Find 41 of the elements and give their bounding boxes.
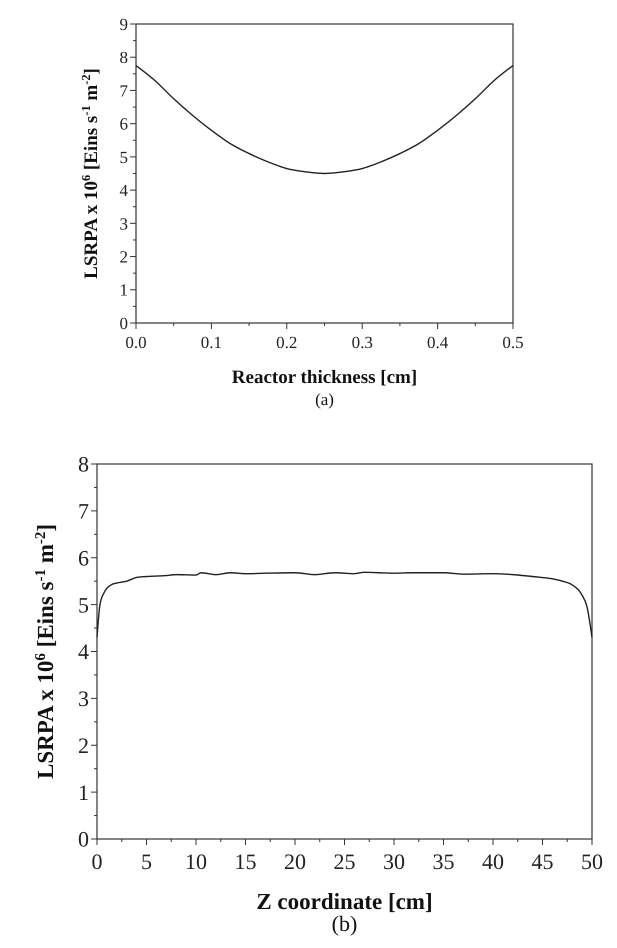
x-tick-label: 35 [432,849,454,874]
x-tick-label: 30 [383,849,405,874]
line-series [96,572,593,638]
y-tick-label: 1 [78,780,89,805]
line-series [135,64,514,174]
x-axis-title: Z coordinate [cm] [256,889,433,914]
x-tick-label: 15 [234,849,256,874]
x-tick-label: 0.0 [125,333,147,352]
y-tick-label: 2 [78,732,89,758]
x-tick-label: 25 [334,849,356,874]
y-tick-label: 7 [120,81,128,100]
y-tick-label: 5 [78,592,89,618]
y-tick-label: 1 [120,280,128,300]
y-tick-label: 8 [78,452,89,477]
y-tick-label: 5 [120,148,128,167]
y-tick-label: 0 [78,826,89,852]
y-tick-label: 4 [78,639,89,664]
y-tick-label: 8 [120,48,128,68]
y-tick-label: 4 [120,181,128,200]
x-tick-label: 0.4 [426,333,449,352]
x-tick-label: 0.3 [352,333,373,352]
y-tick-label: 9 [120,14,128,34]
x-tick-label: 5 [141,849,152,874]
y-tick-label: 3 [120,214,128,234]
x-tick-label: 0.5 [502,333,524,352]
x-tick-label: 50 [581,849,603,874]
y-tick-label: 2 [120,248,128,267]
y-tick-label: 7 [78,498,89,524]
y-tick-label: 0 [120,314,128,333]
x-tick-label: 45 [532,849,554,874]
text: (b) [332,911,358,936]
x-tick-label: 0.1 [200,333,222,352]
x-axis-title: Reactor thickness [cm] [232,367,418,388]
x-tick-label: 0.2 [276,333,298,352]
x-tick-label: 40 [482,849,504,874]
y-tick-label: 3 [78,686,89,712]
text: (a) [315,390,334,409]
x-tick-label: 20 [284,849,306,874]
x-tick-label: 10 [185,849,207,874]
y-tick-label: 6 [120,114,128,134]
y-tick-label: 6 [78,545,89,570]
